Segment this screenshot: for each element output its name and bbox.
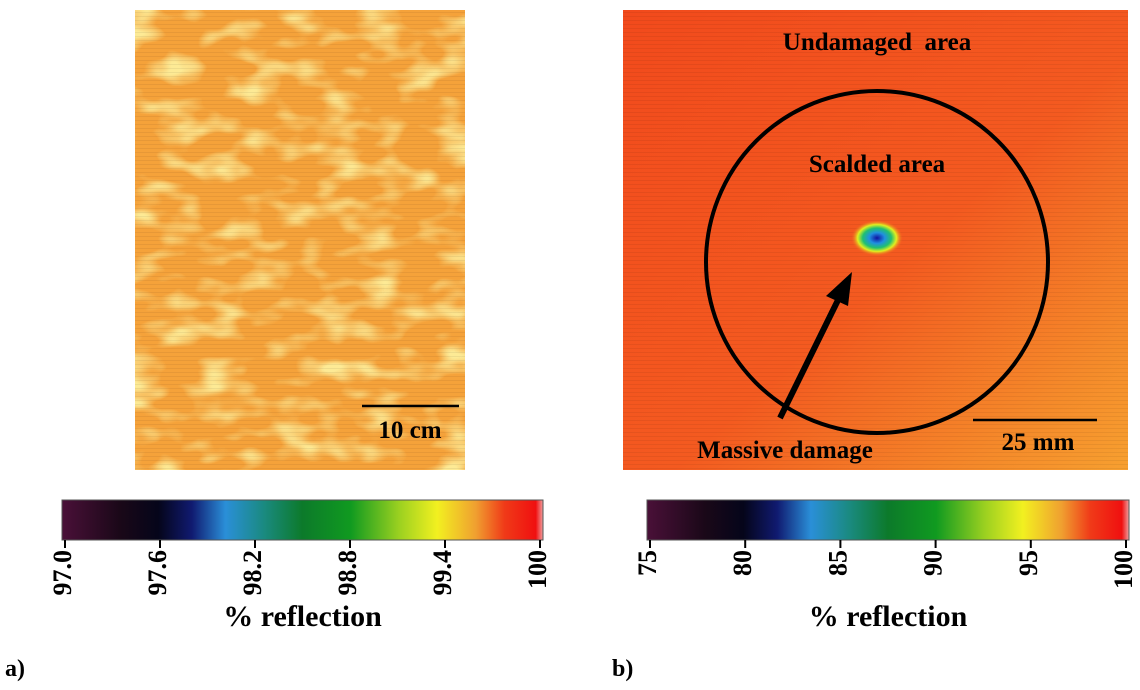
annotation: Scalded area <box>809 151 946 178</box>
panel-label: b) <box>612 656 633 682</box>
annotation: Undamaged area <box>783 29 972 56</box>
tick-label: 97.6 <box>143 550 172 596</box>
tick-label: 100 <box>523 550 552 589</box>
tick-label: 100 <box>1109 550 1138 589</box>
colorbar <box>62 500 543 540</box>
colorbar-label: % reflection <box>223 600 382 633</box>
panel-label: a) <box>5 656 25 682</box>
colorbar-label: % reflection <box>809 600 968 633</box>
tick-label: 90 <box>919 550 948 576</box>
image-a <box>135 10 465 470</box>
tick-label: 98.8 <box>333 550 362 596</box>
image-b <box>623 10 1128 470</box>
figure: 10 cm Undamaged area Scalded area Massiv… <box>0 0 1140 690</box>
tick-label: 85 <box>823 550 852 576</box>
tick-label: 80 <box>728 550 757 576</box>
tick-label: 99.4 <box>428 550 457 596</box>
scale-bar-label: 25 mm <box>1002 429 1075 456</box>
tick-label: 98.2 <box>238 550 267 596</box>
scale-bar-label: 10 cm <box>378 417 441 444</box>
colorbar <box>647 500 1129 540</box>
annotation: Massive damage <box>697 437 873 464</box>
tick-label: 97.0 <box>48 550 77 596</box>
tick-label: 95 <box>1014 550 1043 576</box>
tick-label: 75 <box>633 550 662 576</box>
